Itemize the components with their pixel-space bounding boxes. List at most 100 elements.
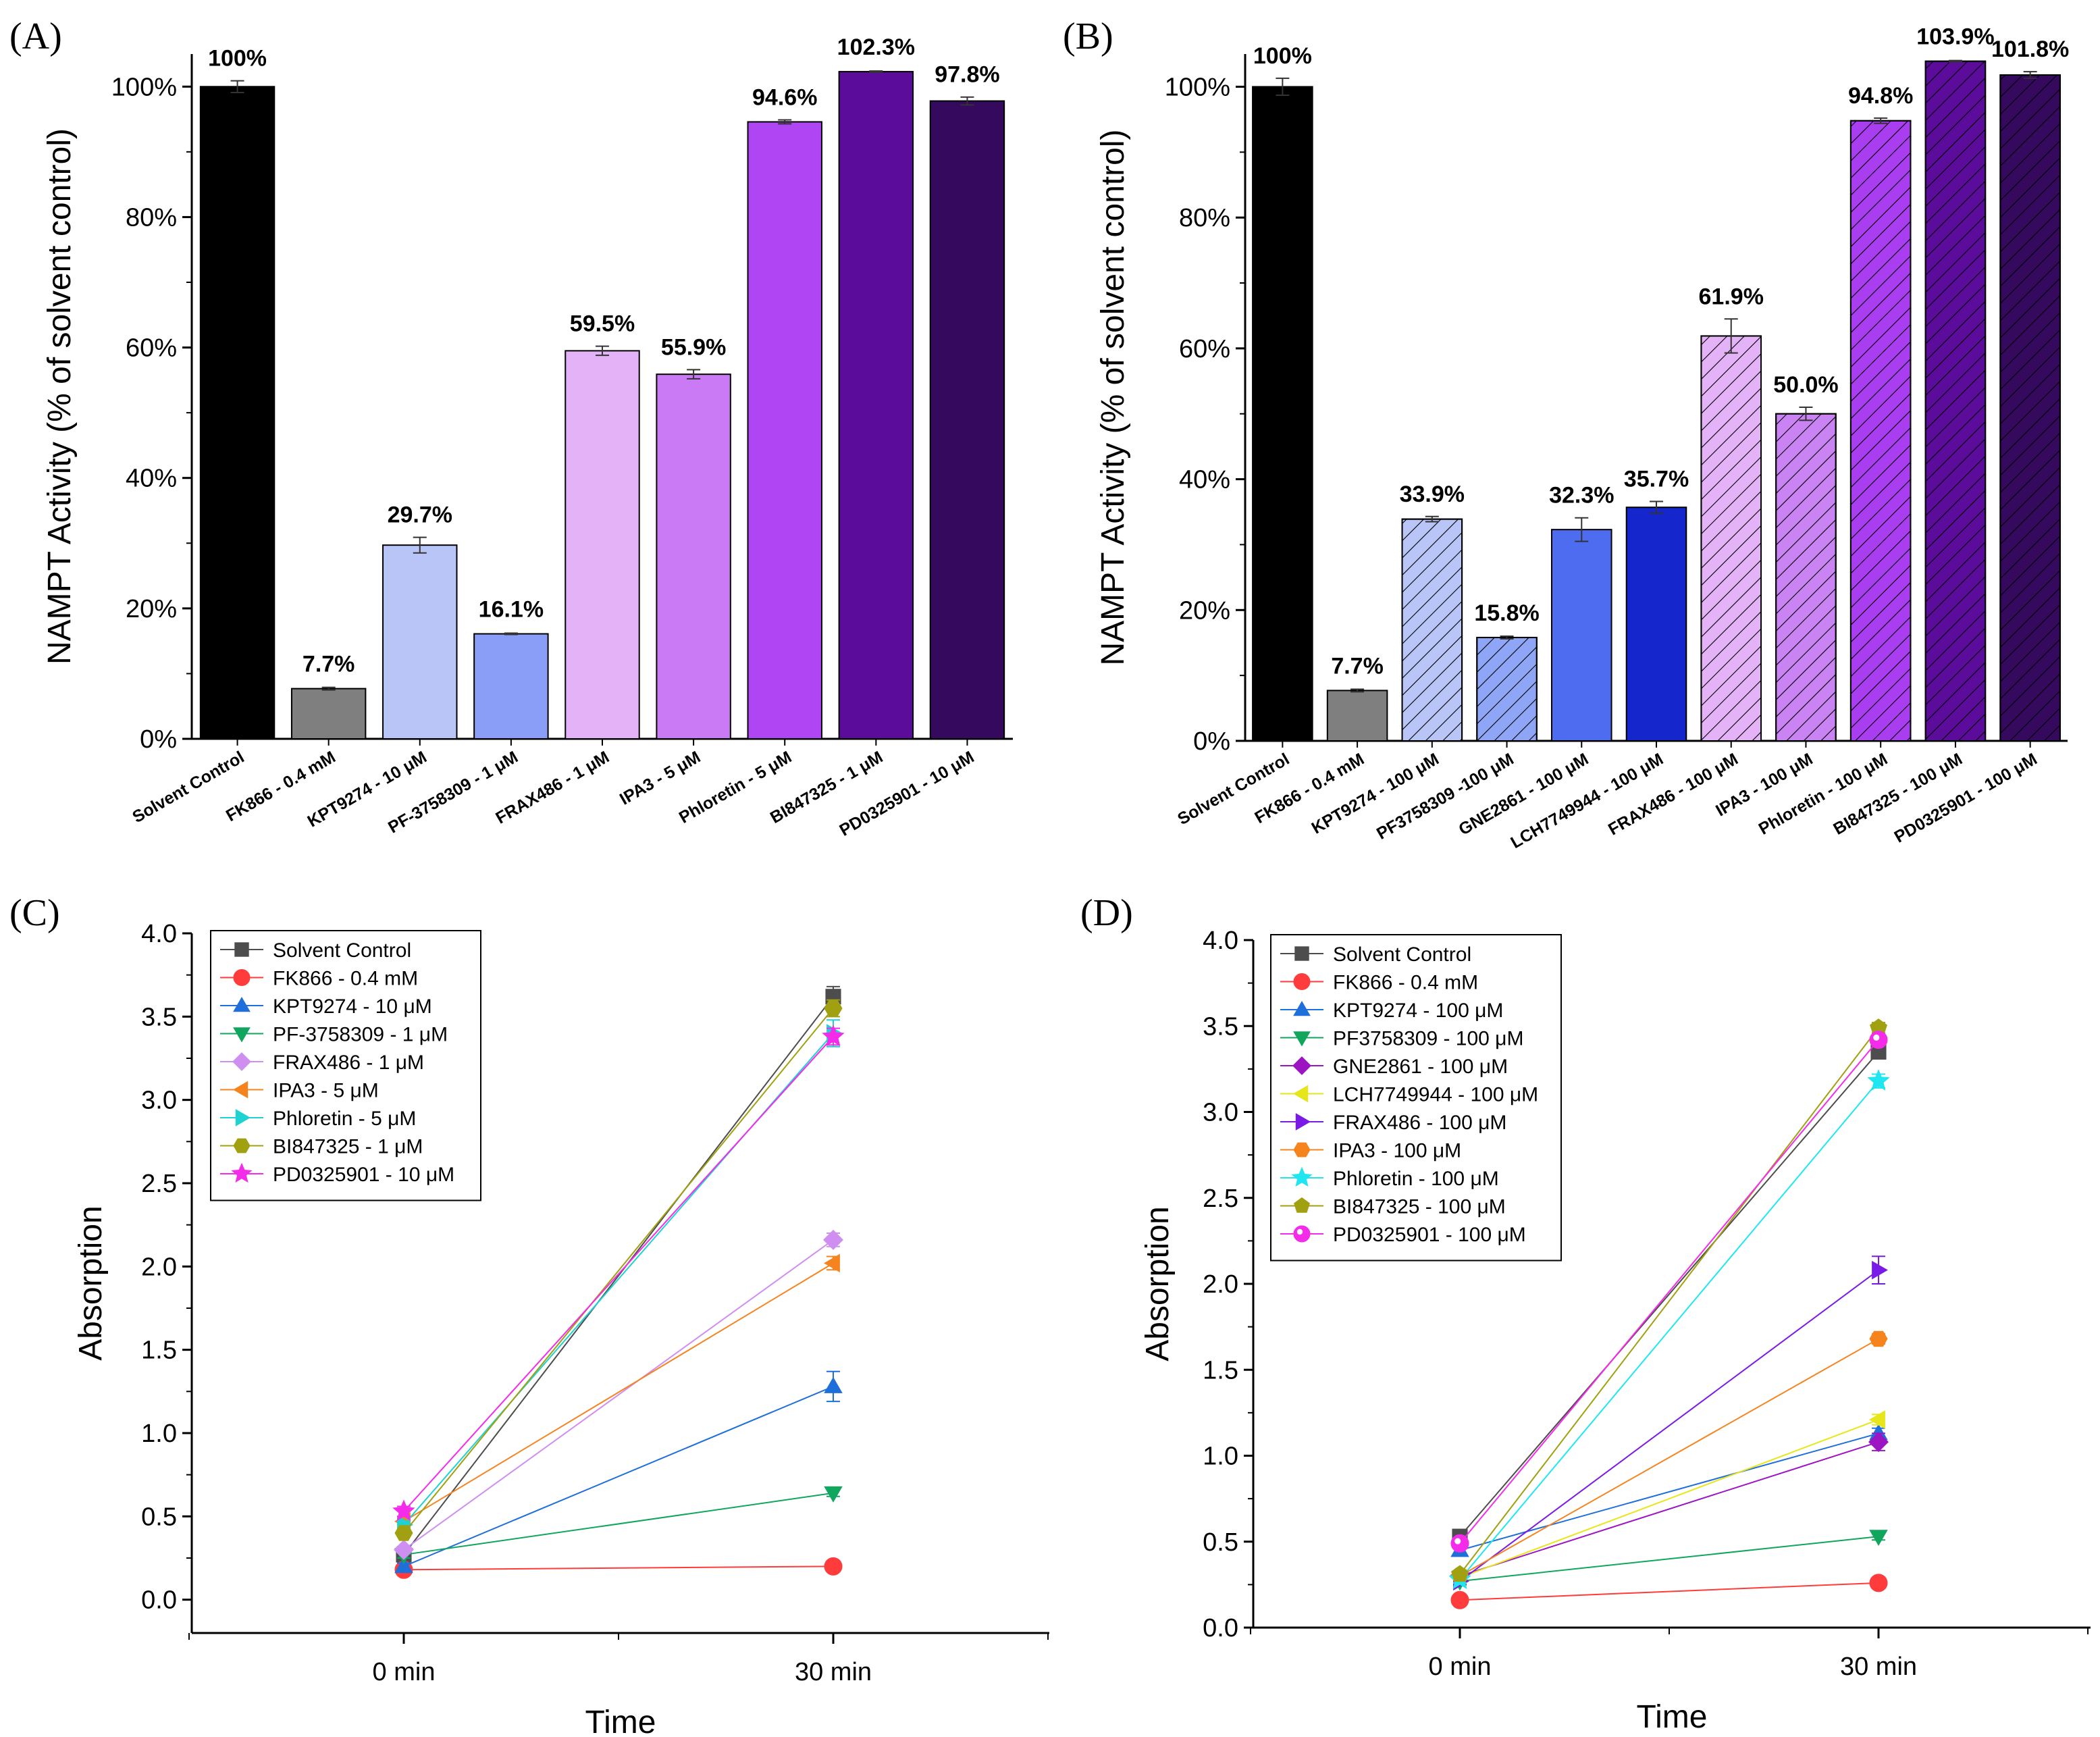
a-y-tick-label: 80% <box>126 203 177 232</box>
d-legend-marker-highlight <box>1296 1228 1303 1235</box>
c-data-point <box>823 1253 840 1273</box>
c-y-tick-label: 4.0 <box>141 920 177 948</box>
d-data-point-highlight <box>1454 1538 1461 1545</box>
c-legend-marker <box>232 1052 251 1071</box>
a-bar <box>838 71 914 740</box>
a-bar <box>565 350 640 740</box>
a-bar <box>382 544 458 740</box>
b-bar-hatch <box>1700 335 1762 742</box>
b-category-label: GNE2861 - 100 μM <box>1456 750 1592 839</box>
d-y-tick-label: 0.0 <box>1203 1614 1238 1642</box>
d-data-point <box>1450 1534 1469 1553</box>
c-data-point <box>394 1525 413 1541</box>
c-y-tick-label: 0.5 <box>141 1503 177 1531</box>
d-legend-label: PD0325901 - 100 μM <box>1333 1224 1526 1246</box>
b-category-label: PF3758309 -100 μM <box>1373 750 1517 844</box>
a-category-label: IPA3 - 5 μM <box>616 748 704 809</box>
c-y-axis-title: Absorption <box>73 1205 109 1360</box>
panel-label-a: (A) <box>9 16 62 57</box>
b-data-label: 101.8% <box>1991 36 2069 62</box>
panel-label-b: (B) <box>1063 16 1113 57</box>
c-x-axis-title: Time <box>585 1705 656 1737</box>
d-legend-label: PF3758309 - 100 μM <box>1333 1028 1523 1050</box>
d-series-line <box>1459 1338 1879 1577</box>
d-y-tick-label: 3.0 <box>1203 1099 1238 1127</box>
c-legend-marker <box>235 1109 251 1126</box>
d-series-line <box>1459 1039 1879 1544</box>
b-y-tick-label: 40% <box>1179 466 1230 494</box>
b-bar-hatch <box>1849 120 1912 742</box>
b-y-tick-label: 100% <box>1165 73 1230 101</box>
d-data-point-highlight <box>1873 1034 1880 1041</box>
b-y-tick-label: 20% <box>1179 596 1230 625</box>
c-legend-label: PD0325901 - 10 μM <box>273 1164 454 1186</box>
c-series-line <box>403 996 834 1555</box>
b-bar <box>1326 690 1388 742</box>
chart-panel-c: 0.0 0.5 1.0 1.5 2.0 2.5 3.0 3.5 4.0 0 min 30 min Ti… <box>73 920 1049 1737</box>
b-data-label: 103.9% <box>1916 24 1994 50</box>
d-legend-marker <box>1294 946 1309 961</box>
d-legend-marker <box>1293 1085 1309 1103</box>
a-data-label: 7.7% <box>303 652 355 677</box>
d-legend-label: KPT9274 - 100 μM <box>1333 1000 1503 1022</box>
c-x-tick-label: 30 min <box>795 1658 872 1686</box>
a-data-label: 59.5% <box>570 311 635 337</box>
d-y-tick-label: 0.5 <box>1203 1528 1238 1557</box>
b-data-label: 33.9% <box>1400 482 1465 507</box>
a-data-label: 94.6% <box>752 85 817 111</box>
a-data-label: 102.3% <box>837 34 915 60</box>
c-legend-label: IPA3 - 5 μM <box>273 1080 379 1102</box>
b-category-label: KPT9274 - 100 μM <box>1309 750 1442 838</box>
b-y-tick-label: 80% <box>1179 204 1230 232</box>
d-data-point <box>1450 1590 1469 1609</box>
c-legend-box <box>210 930 481 1201</box>
d-x-tick-label: 0 min <box>1429 1653 1492 1681</box>
a-data-label: 55.9% <box>661 334 726 360</box>
c-data-point <box>824 1486 843 1503</box>
c-data-point <box>824 1376 843 1393</box>
d-legend-label: LCH7749944 - 100 μM <box>1333 1084 1538 1106</box>
c-y-tick-label: 2.0 <box>141 1253 177 1281</box>
d-legend-marker <box>1293 1001 1311 1016</box>
c-legend-marker <box>233 997 251 1012</box>
c-legend-marker <box>234 942 249 957</box>
c-legend-marker <box>233 1027 251 1043</box>
chart-panel-d: 0.0 0.5 1.0 1.5 2.0 2.5 3.0 3.5 4.0 0 min 30 min Ti… <box>1140 927 2091 1735</box>
d-legend-label: FK866 - 0.4 mM <box>1333 972 1478 994</box>
c-legend-marker <box>233 1138 251 1153</box>
a-bar <box>199 86 275 740</box>
d-legend-label: BI847325 - 100 μM <box>1333 1196 1506 1218</box>
c-y-tick-label: 2.5 <box>141 1170 177 1198</box>
d-legend-label: IPA3 - 100 μM <box>1333 1140 1461 1162</box>
c-y-tick-label: 1.5 <box>141 1337 177 1365</box>
chart-panel-a: 0% 20% 40% 60% 80% 100% NAMPT Activity (% of s… <box>42 34 1013 840</box>
panel-label-d: (D) <box>1080 892 1133 934</box>
d-legend-marker <box>1293 1225 1311 1243</box>
b-y-tick-label: 0% <box>1193 727 1230 756</box>
c-y-tick-label: 3.5 <box>141 1003 177 1031</box>
b-category-label: Phloretin - 100 μM <box>1756 750 1891 839</box>
d-legend-label: FRAX486 - 100 μM <box>1333 1112 1506 1134</box>
b-bar <box>1550 529 1612 742</box>
c-legend-label: Solvent Control <box>273 939 411 962</box>
b-bar-hatch <box>1775 413 1837 742</box>
chart-panel-b: 0% 20% 40% 60% 80% 100% NAMPT Activity (% of s… <box>1095 24 2069 852</box>
b-bar-hatch <box>1999 74 2061 742</box>
c-legend-label: KPT9274 - 10 μM <box>273 995 432 1018</box>
c-legend-label: FK866 - 0.4 mM <box>273 968 418 990</box>
c-series-line <box>403 1262 834 1522</box>
d-series-line <box>1459 1419 1879 1579</box>
a-y-tick-label: 20% <box>126 595 177 623</box>
a-y-axis-title: NAMPT Activity (% of solvent control) <box>42 128 78 665</box>
b-y-tick-label: 60% <box>1179 335 1230 363</box>
c-y-tick-label: 1.0 <box>141 1420 177 1448</box>
d-legend-marker <box>1292 1056 1311 1075</box>
b-data-label: 35.7% <box>1624 467 1689 492</box>
a-data-label: 100% <box>208 46 267 72</box>
d-y-tick-label: 2.0 <box>1203 1270 1238 1299</box>
a-y-tick-label: 0% <box>140 725 177 754</box>
d-series-line <box>1459 1536 1879 1582</box>
d-y-tick-label: 4.0 <box>1203 927 1238 955</box>
a-bar <box>656 373 731 740</box>
c-y-tick-label: 0.0 <box>141 1586 177 1615</box>
